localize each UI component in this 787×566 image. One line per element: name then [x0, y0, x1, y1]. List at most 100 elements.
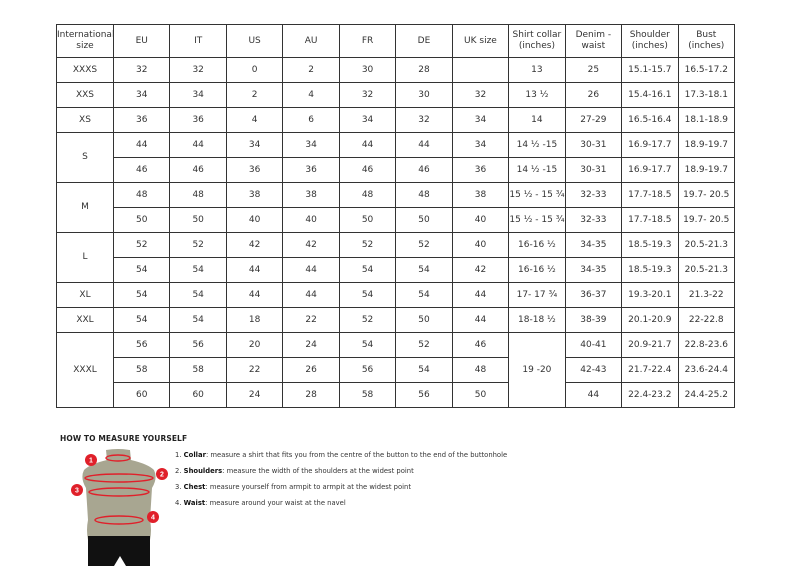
table-cell: 56: [169, 332, 227, 358]
column-header: Denim - waist: [564, 24, 623, 58]
column-header: FR: [338, 24, 397, 58]
table-cell: 16.5-16.4: [621, 107, 679, 133]
chest-line: [88, 487, 150, 497]
table-row: 46 46 36 36 46 46 36 14 ½ -15 30-31 16.9-17.7 18.9…: [57, 157, 736, 183]
table-cell: 40: [225, 207, 284, 233]
table-cell: 58: [169, 357, 227, 383]
table-cell: 19.7- 20.5: [677, 182, 736, 208]
table-cell: 15.4-16.1: [621, 82, 679, 108]
table-cell: XL: [56, 282, 114, 308]
table-cell: 48: [112, 182, 171, 208]
table-cell: [451, 57, 510, 83]
table-cell: 14: [508, 107, 566, 133]
step-term: Waist: [183, 499, 206, 507]
table-cell: 20.9-21.7: [621, 332, 679, 358]
table-cell: 44: [112, 132, 171, 158]
table-cell: 44: [395, 132, 453, 158]
table-cell: 24: [225, 382, 284, 408]
table-cell: 44: [338, 132, 397, 158]
table-cell: 36: [169, 107, 227, 133]
table-cell: 18-18 ½: [508, 307, 566, 333]
table-row: XXXL 56 56 20 24 54 52 46 19 -20 40-41 20.9-21.7 22…: [56, 332, 736, 408]
table-row: XXL 54 54 18 22 52 50 44 18-18 ½ 38-39 20.1-20.9 22…: [56, 307, 736, 333]
table-cell: S: [56, 132, 114, 183]
table-cell: 2: [282, 57, 340, 83]
table-cell: 30-31: [564, 157, 623, 183]
table-cell: 44: [225, 282, 284, 308]
step-term: Collar: [183, 451, 206, 459]
table-cell: 2: [225, 82, 284, 108]
table-cell: 22: [282, 307, 340, 333]
table-cell: 22.4-23.2: [621, 382, 679, 408]
table-cell: 18.5-19.3: [621, 232, 679, 258]
collar-line: [105, 454, 131, 462]
table-cell: 22-22.8: [677, 307, 736, 333]
marker-2: 2: [160, 472, 164, 479]
table-cell: XXXS: [56, 57, 114, 83]
table-cell: 36: [451, 157, 510, 183]
table-cell: 16-16 ½: [508, 257, 566, 283]
column-header: US: [225, 24, 284, 58]
marker-3: 3: [75, 488, 79, 495]
table-cell: 34: [451, 107, 510, 133]
table-cell: 54: [338, 257, 397, 283]
step-term: Chest: [183, 483, 206, 491]
table-cell: 16.5-17.2: [677, 57, 736, 83]
table-cell: 18.9-19.7: [677, 157, 736, 183]
table-cell: 34: [451, 132, 510, 158]
table-cell: 52: [395, 232, 453, 258]
table-cell: 22: [225, 357, 284, 383]
step-number: 4.: [175, 499, 182, 507]
step-collar: 1. Collar: measure a shirt that fits you…: [175, 451, 507, 467]
step-shoulders: 2. Shoulders: measure the width of the s…: [175, 467, 507, 483]
table-cell: 36-37: [564, 282, 623, 308]
table-cell: 54: [112, 307, 171, 333]
step-text: : measure the width of the shoulders at …: [222, 467, 414, 475]
table-cell: 26: [564, 82, 623, 108]
table-cell: 24: [282, 332, 340, 358]
table-cell: 15 ½ - 15 ¾: [508, 207, 566, 233]
table-cell: 19.3-20.1: [621, 282, 679, 308]
table-cell: 56: [112, 332, 171, 358]
table-row: XXS 34 34 2 4 32 30 32 13 ½ 26 15.4-16.1 17.3-18.1: [56, 82, 736, 108]
table-cell: 16-16 ½: [508, 232, 566, 258]
table-cell: 40: [451, 207, 510, 233]
step-number: 3.: [175, 483, 182, 491]
table-cell: 19.7- 20.5: [677, 207, 736, 233]
table-cell: XS: [56, 107, 114, 133]
table-cell: 34: [225, 132, 284, 158]
table-cell: 20: [225, 332, 284, 358]
table-cell: 54: [395, 257, 453, 283]
table-cell: 54: [112, 282, 171, 308]
table-cell: 40-41: [564, 332, 623, 358]
table-cell: 32: [338, 82, 397, 108]
table-row: S 44 44 34 34 44 44 34 14 ½ -15 30-31 16.9-17.7 18.…: [56, 132, 736, 183]
step-text: : measure yourself from armpit to armpit…: [205, 483, 411, 491]
table-cell: 19 -20: [508, 332, 566, 408]
table-cell: 52: [169, 232, 227, 258]
table-cell: 58: [112, 357, 171, 383]
table-cell: 15 ½ - 15 ¾: [508, 182, 566, 208]
table-cell: 42: [282, 232, 340, 258]
table-cell: 50: [169, 207, 227, 233]
table-cell: XXS: [56, 82, 114, 108]
column-header: UK size: [451, 24, 510, 58]
table-cell: 46: [112, 157, 171, 183]
table-cell: 32-33: [564, 182, 623, 208]
table-cell: 36: [112, 107, 171, 133]
table-cell: 42: [451, 257, 510, 283]
table-cell: 54: [395, 282, 453, 308]
table-cell: 44: [282, 257, 340, 283]
table-cell: 32-33: [564, 207, 623, 233]
table-cell: XXL: [56, 307, 114, 333]
table-cell: 0: [225, 57, 284, 83]
table-cell: 46: [395, 157, 453, 183]
size-chart-table: International size EU IT US AU FR DE UK size Shi…: [56, 24, 736, 408]
column-header: EU: [112, 24, 171, 58]
step-chest: 3. Chest: measure yourself from armpit t…: [175, 483, 507, 499]
table-cell: 26: [282, 357, 340, 383]
table-cell: 20.5-21.3: [677, 257, 736, 283]
table-row: XL 54 54 44 44 54 54 44 17- 17 ¾ 36-37 19.3-20.1 21…: [56, 282, 736, 308]
table-cell: 54: [395, 357, 453, 383]
guide-title: HOW TO MEASURE YOURSELF: [60, 434, 188, 443]
